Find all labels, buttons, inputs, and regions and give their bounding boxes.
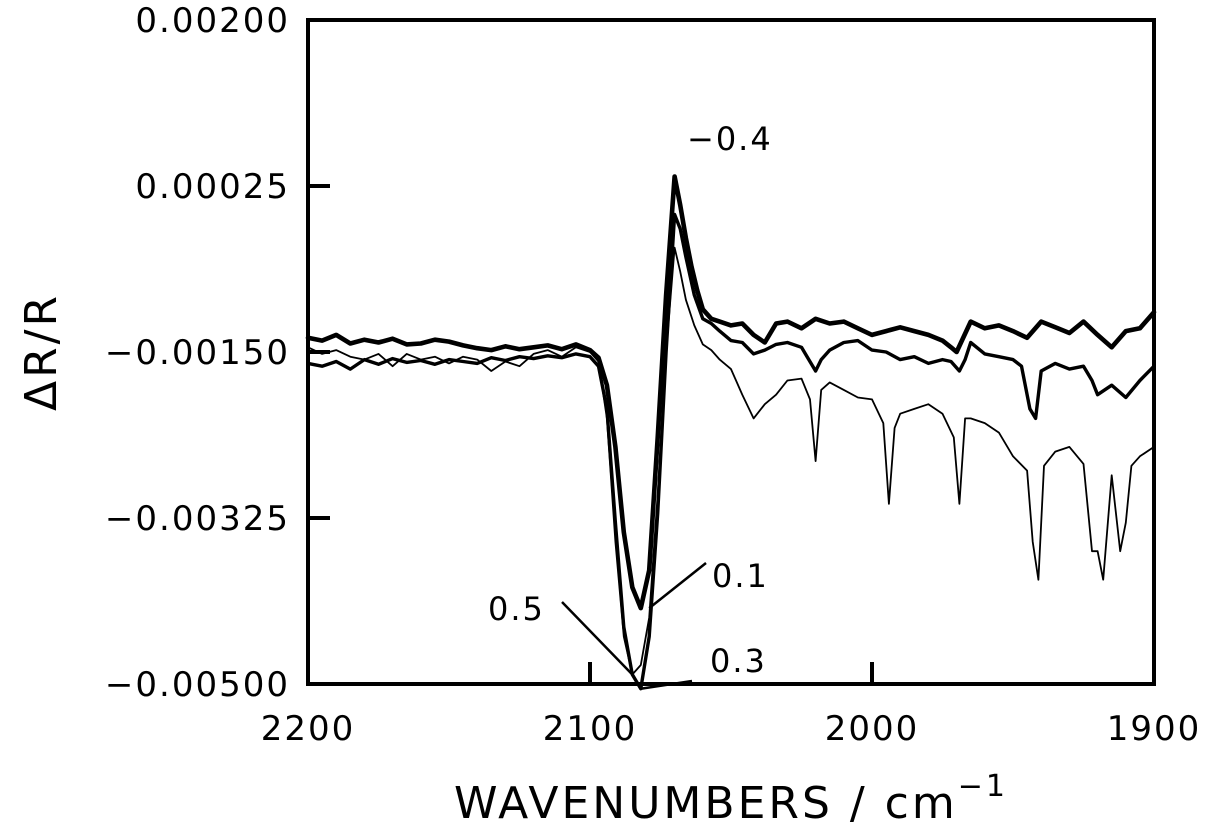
y-tick-label: 0.00025 (135, 167, 290, 207)
annotation-leader-line (648, 562, 707, 610)
spectrum-curves (305, 174, 1157, 691)
annotation-leader-line (561, 601, 634, 676)
y-axis-ticks: 0.00200 0.00025 −0.00150 −0.00325 −0.00500 (105, 1, 330, 705)
x-tick-label: 2000 (825, 709, 920, 749)
curve-label: 0.3 (710, 642, 767, 680)
curve-label: 0.1 (712, 557, 769, 595)
y-tick-label: −0.00150 (105, 333, 290, 373)
y-tick-label: −0.00500 (105, 665, 290, 705)
x-axis-label: WAVENUMBERS / cm−1 (454, 769, 1008, 829)
y-axis-label: ΔR/R (16, 293, 67, 411)
curve-annotations: −0.4 0.1 0.5 0.3 (488, 120, 773, 690)
x-axis-label-text: WAVENUMBERS / cm (454, 778, 958, 829)
curve-label: 0.5 (488, 590, 545, 628)
x-tick-label: 2100 (543, 709, 638, 749)
y-tick-label: 0.00200 (135, 1, 290, 41)
annotation-leader-line (640, 679, 693, 690)
x-axis-label-exponent: −1 (958, 769, 1008, 804)
series-line-0-3 (306, 212, 1156, 691)
series-line-0-5 (307, 246, 1155, 676)
curve-label: −0.4 (687, 120, 773, 158)
y-tick-label: −0.00325 (105, 499, 290, 539)
series-line-0-1 (305, 174, 1157, 611)
x-tick-label: 2200 (261, 709, 356, 749)
x-axis-ticks: 2200 2100 2000 1900 (261, 662, 1202, 749)
x-tick-label: 1900 (1107, 709, 1202, 749)
